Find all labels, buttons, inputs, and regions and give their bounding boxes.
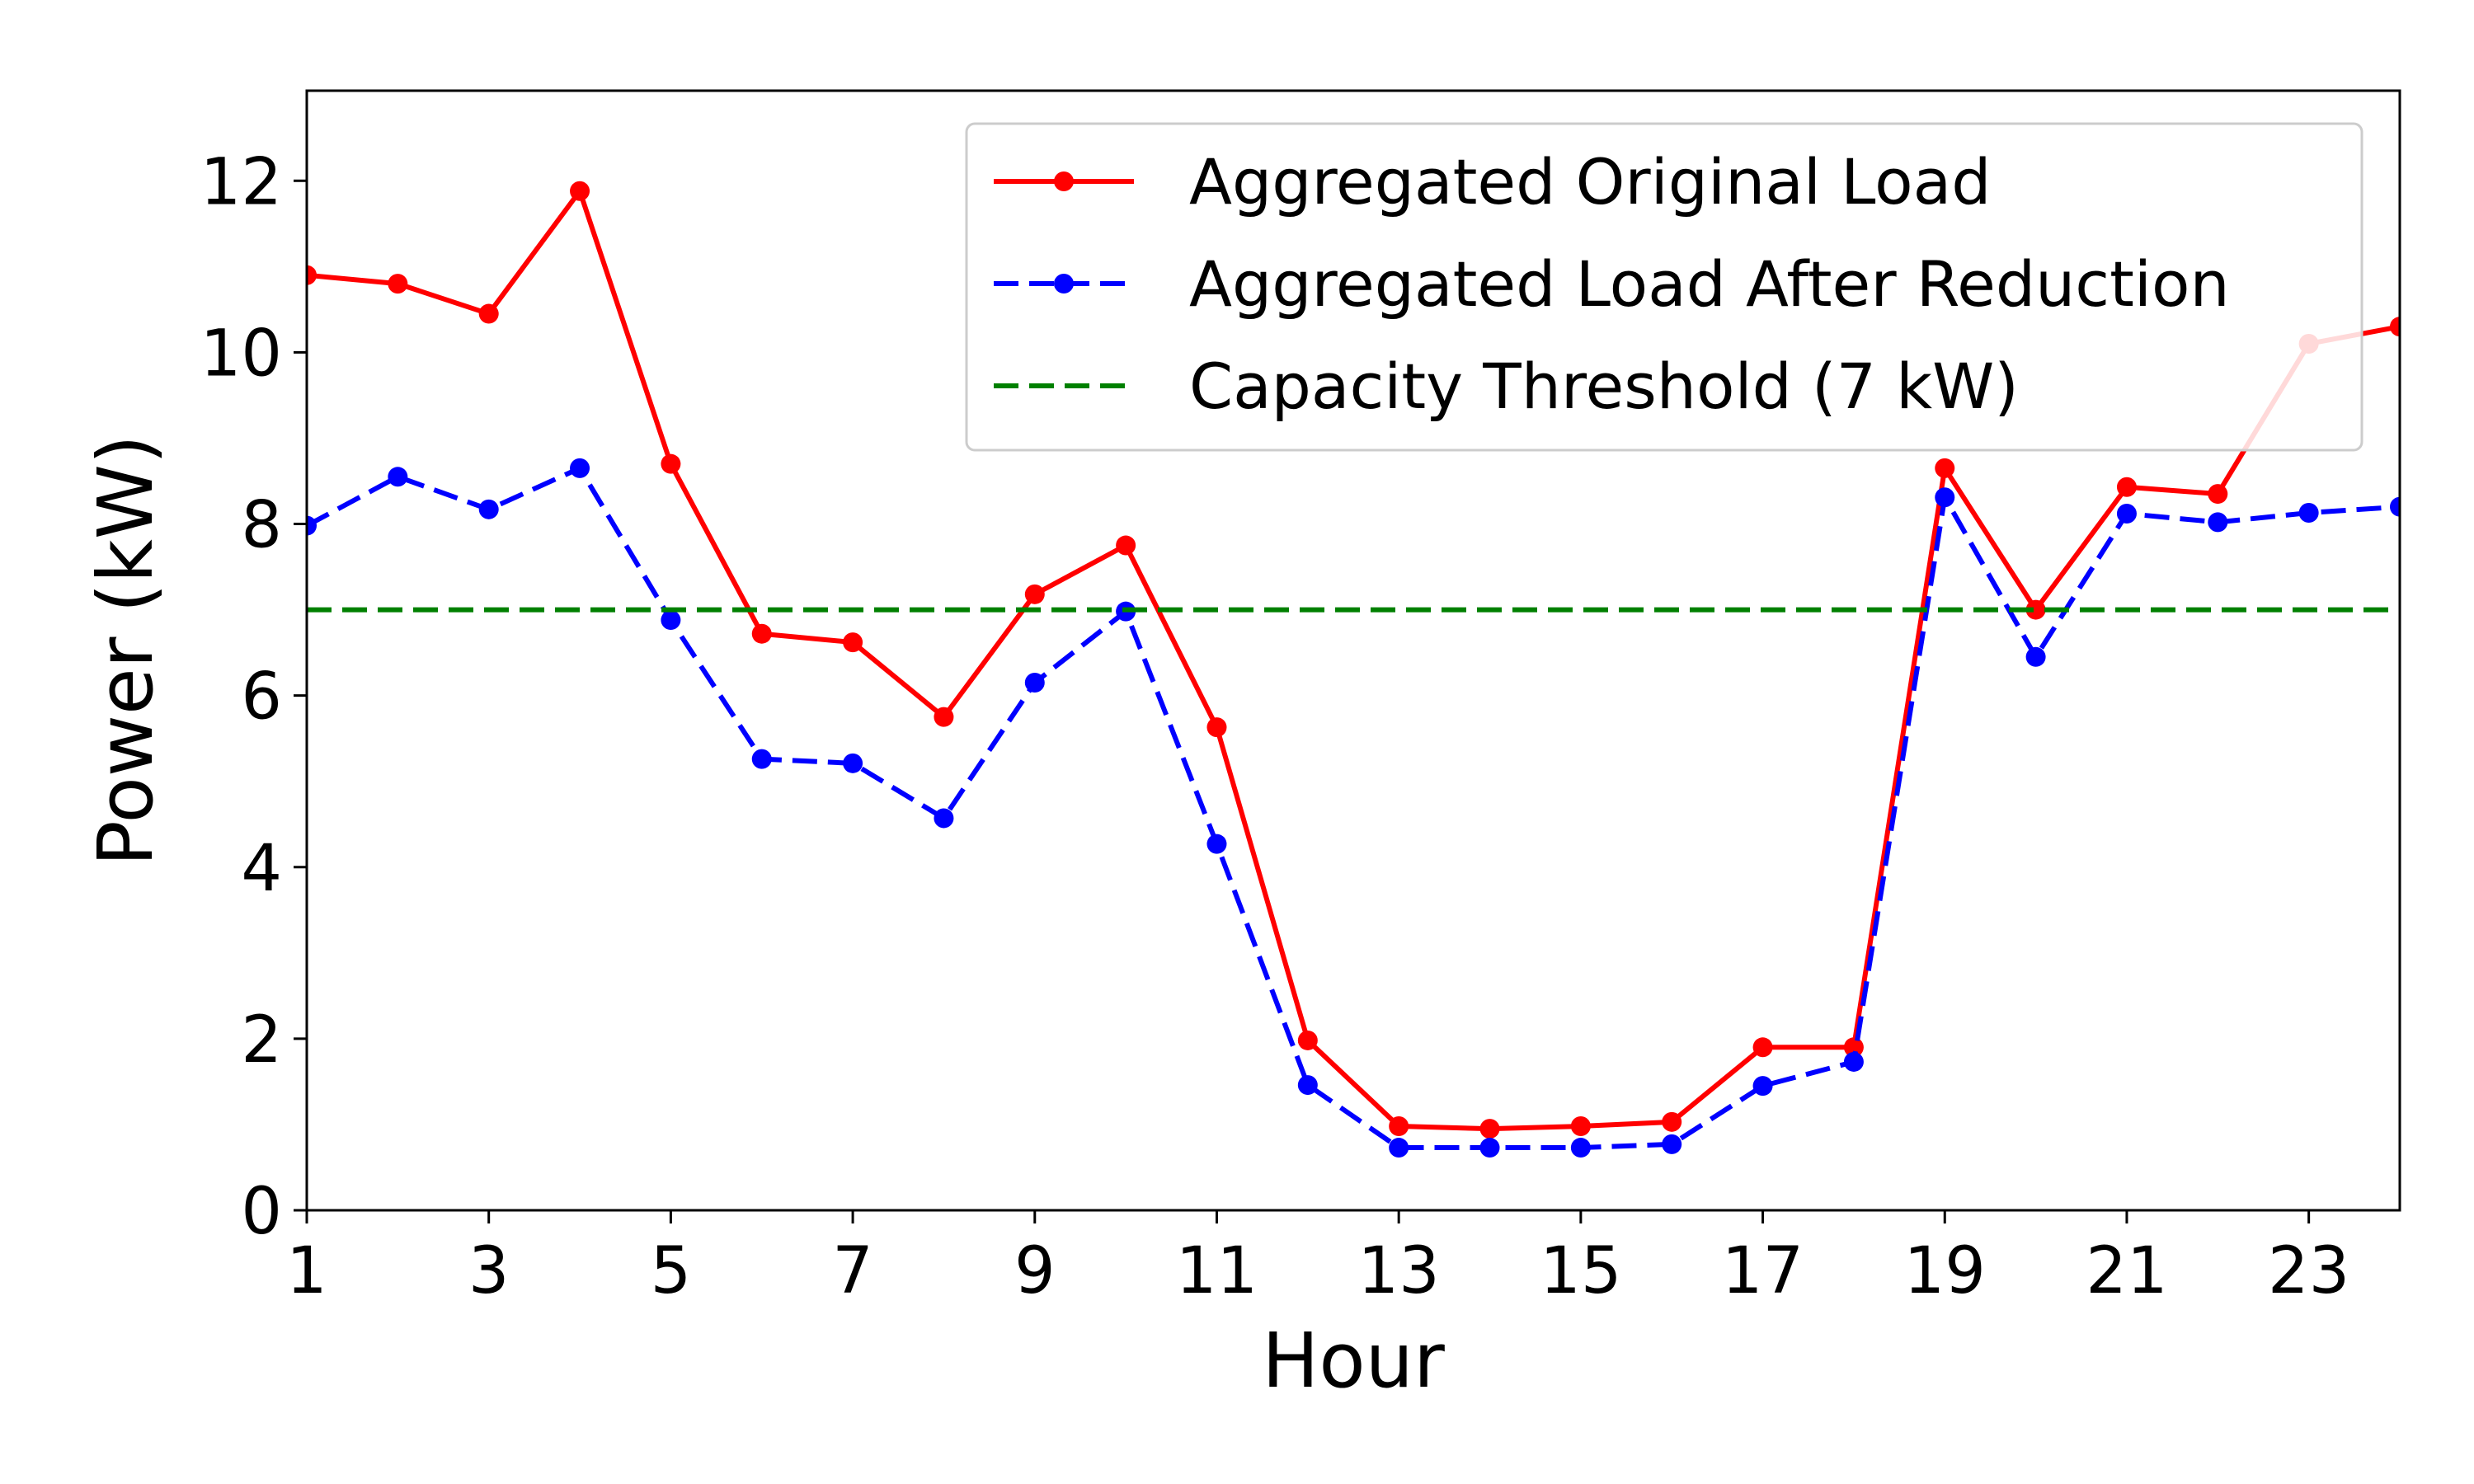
data-point bbox=[2025, 646, 2046, 667]
legend-entry: Aggregated Original Load bbox=[994, 145, 1991, 218]
x-tick-label: 15 bbox=[1540, 1234, 1621, 1308]
data-point bbox=[1389, 1138, 1409, 1158]
data-point bbox=[307, 515, 317, 536]
series-0 bbox=[307, 181, 2400, 1139]
legend-label: Aggregated Original Load bbox=[1189, 145, 1991, 218]
data-point bbox=[934, 707, 954, 727]
data-point bbox=[2208, 484, 2228, 505]
y-axis: 0 2 4 6 8 10 12 bbox=[200, 145, 307, 1249]
data-point bbox=[2208, 512, 2228, 533]
data-point bbox=[1570, 1116, 1591, 1137]
data-point bbox=[1570, 1138, 1591, 1158]
y-tick-label: 8 bbox=[241, 489, 282, 563]
x-tick-label: 19 bbox=[1904, 1234, 1986, 1308]
data-point bbox=[1752, 1037, 1773, 1058]
legend-label: Capacity Threshold (7 kW) bbox=[1189, 350, 2019, 423]
legend-label: Aggregated Load After Reduction bbox=[1189, 247, 2230, 321]
data-point bbox=[1662, 1111, 1682, 1132]
data-point bbox=[751, 749, 772, 769]
x-tick-label: 17 bbox=[1722, 1234, 1804, 1308]
legend-entry: Aggregated Load After Reduction bbox=[994, 247, 2230, 321]
x-tick-label: 21 bbox=[2086, 1234, 2167, 1308]
x-tick-label: 1 bbox=[286, 1234, 327, 1308]
x-tick-label: 23 bbox=[2268, 1234, 2349, 1308]
data-point bbox=[307, 265, 317, 285]
data-point bbox=[843, 753, 863, 773]
y-tick-label: 12 bbox=[200, 145, 282, 219]
x-axis-title: Hour bbox=[1262, 1317, 1445, 1405]
data-point bbox=[1116, 535, 1136, 556]
x-axis: 1 3 5 7 9 11 13 15 17 19 21 23 bbox=[286, 1210, 2349, 1308]
data-point bbox=[570, 458, 590, 478]
series-layer bbox=[307, 181, 2400, 1158]
data-point bbox=[661, 610, 681, 631]
y-tick-label: 10 bbox=[200, 317, 282, 391]
legend-marker bbox=[1054, 171, 1074, 191]
x-tick-label: 13 bbox=[1358, 1234, 1440, 1308]
data-point bbox=[2116, 504, 2137, 524]
data-point bbox=[751, 623, 772, 644]
data-point bbox=[478, 499, 499, 519]
data-point bbox=[843, 632, 863, 653]
x-tick-label: 9 bbox=[1014, 1234, 1056, 1308]
data-point bbox=[2025, 599, 2046, 620]
y-tick-label: 0 bbox=[241, 1175, 282, 1249]
legend-frame bbox=[965, 122, 2363, 452]
data-point bbox=[1752, 1076, 1773, 1097]
legend-marker bbox=[1054, 274, 1074, 294]
data-point bbox=[1206, 717, 1227, 738]
data-point bbox=[934, 808, 954, 829]
x-tick-label: 11 bbox=[1176, 1234, 1258, 1308]
data-point bbox=[1297, 1075, 1318, 1096]
data-point bbox=[1843, 1051, 1864, 1072]
y-tick-label: 6 bbox=[241, 660, 282, 735]
data-point bbox=[2390, 317, 2400, 337]
data-point bbox=[1479, 1138, 1500, 1158]
series-line bbox=[307, 188, 2400, 1132]
data-point bbox=[388, 467, 408, 487]
data-point bbox=[478, 303, 499, 324]
series-line bbox=[307, 465, 2400, 1151]
data-point bbox=[1479, 1119, 1500, 1139]
data-point bbox=[1206, 834, 1227, 854]
data-point bbox=[1935, 458, 1955, 478]
data-point bbox=[1024, 673, 1045, 693]
data-point bbox=[388, 274, 408, 294]
legend-entries: Aggregated Original Load Aggregated Load … bbox=[994, 145, 2230, 423]
x-tick-label: 5 bbox=[651, 1234, 692, 1308]
y-axis-title: Power (kW) bbox=[82, 434, 170, 866]
data-point bbox=[1662, 1134, 1682, 1154]
x-tick-label: 3 bbox=[468, 1234, 510, 1308]
x-tick-label: 7 bbox=[832, 1234, 873, 1308]
legend: Aggregated Original Load Aggregated Load … bbox=[965, 122, 2363, 452]
data-point bbox=[1389, 1116, 1409, 1137]
data-point bbox=[570, 181, 590, 201]
data-point bbox=[2298, 502, 2319, 523]
y-tick-label: 4 bbox=[241, 832, 282, 906]
data-point bbox=[1297, 1030, 1318, 1050]
legend-entry: Capacity Threshold (7 kW) bbox=[994, 350, 2019, 423]
data-point bbox=[2390, 496, 2400, 517]
data-point bbox=[1843, 1037, 1864, 1058]
data-point bbox=[2116, 477, 2137, 497]
data-point bbox=[1024, 584, 1045, 604]
y-tick-label: 2 bbox=[241, 1003, 282, 1078]
data-point bbox=[1935, 487, 1955, 508]
data-point bbox=[661, 453, 681, 474]
plot-border bbox=[305, 89, 2401, 1212]
